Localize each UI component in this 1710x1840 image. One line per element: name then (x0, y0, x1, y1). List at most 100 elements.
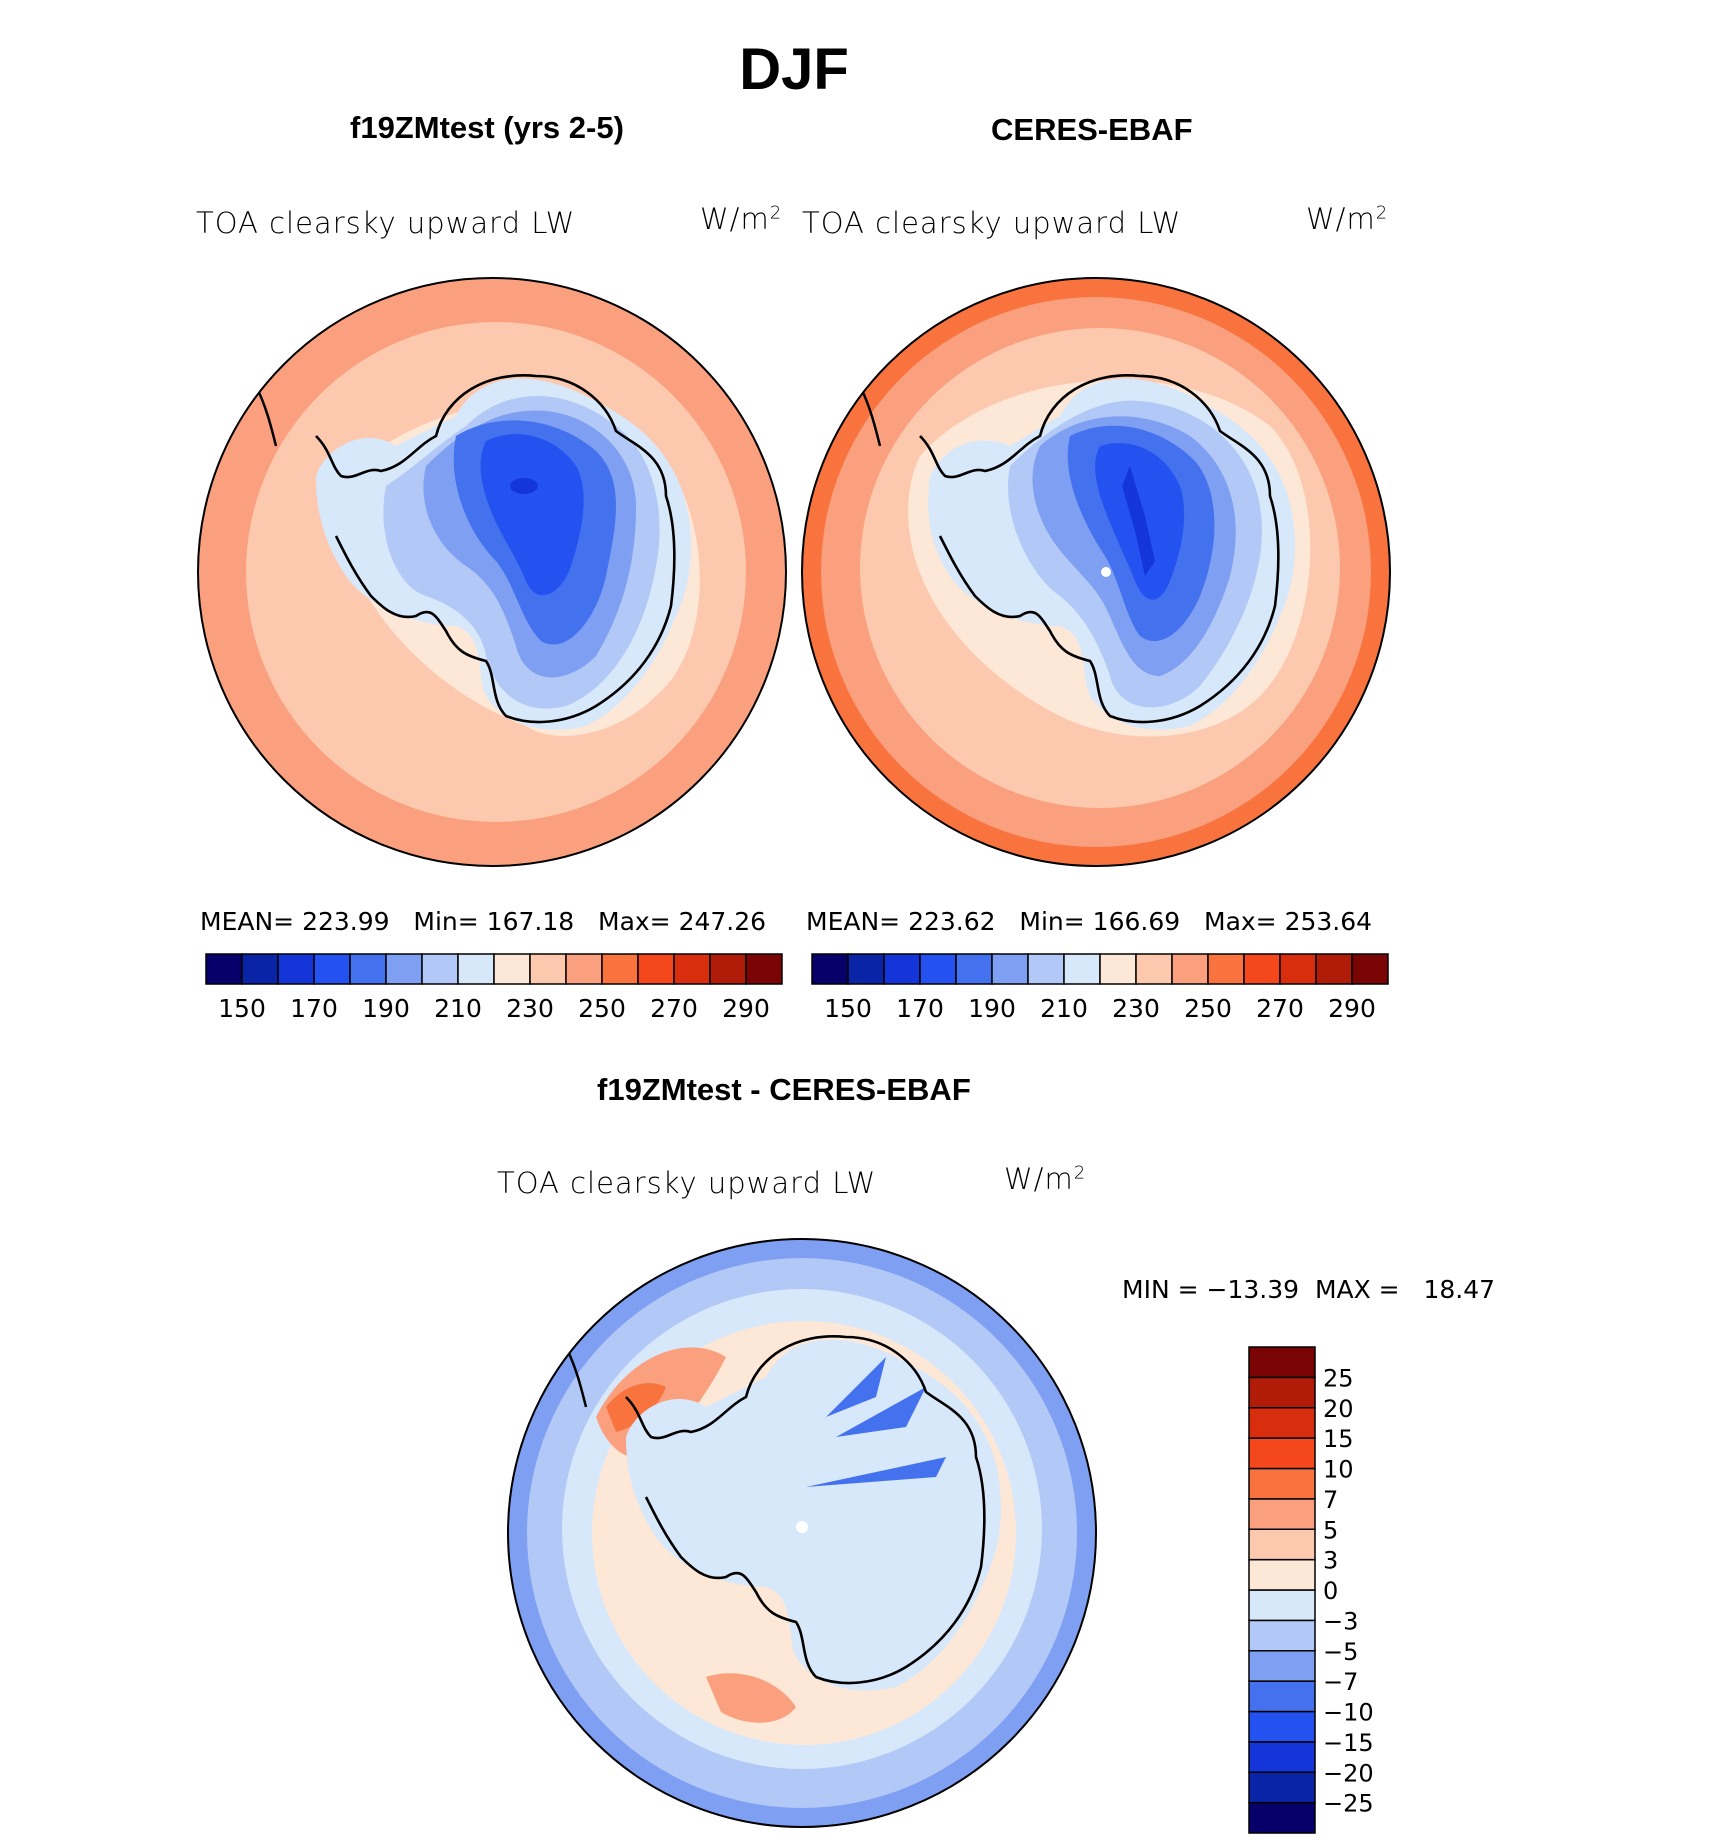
colorbar-label: 3 (1323, 1547, 1338, 1575)
left-variable-label: TOA clearsky upward LW (196, 206, 576, 240)
colorbar-box (457, 953, 495, 985)
colorbar-box (673, 953, 711, 985)
colorbar-box (1248, 1650, 1316, 1682)
diff-units-label: W/m2 (1004, 1162, 1087, 1196)
right-units-label: W/m2 (1306, 202, 1389, 236)
colorbar-label: 170 (290, 994, 338, 1023)
colorbar-label: 290 (722, 994, 770, 1023)
colorbar-box (1279, 953, 1317, 985)
colorbar-label: 210 (1040, 994, 1088, 1023)
colorbar-label: −3 (1323, 1607, 1358, 1635)
colorbar-box (1248, 1346, 1316, 1379)
colorbar-box (811, 953, 849, 985)
colorbar-box (847, 953, 885, 985)
colorbar-box (1248, 1589, 1316, 1622)
colorbar-label: −5 (1323, 1638, 1358, 1666)
colorbar-box (1248, 1498, 1316, 1530)
colorbar-box (1248, 1467, 1316, 1500)
colorbar-box (1135, 953, 1173, 985)
colorbar-label: 150 (218, 994, 266, 1023)
colorbar-box (349, 953, 387, 985)
colorbar-box (241, 953, 279, 985)
colorbar-label: 150 (824, 994, 872, 1023)
colorbar-box (1248, 1741, 1316, 1773)
colorbar-box (1248, 1680, 1316, 1713)
colorbar-label: 270 (650, 994, 698, 1023)
diff-stats: MIN = −13.39 MAX = 18.47 (1122, 1275, 1496, 1304)
colorbar-label: 250 (1184, 994, 1232, 1023)
colorbar-box (1027, 953, 1065, 985)
plateau-fill-4 (480, 434, 584, 596)
colorbar-label: −25 (1323, 1790, 1374, 1818)
colorbar-label: 25 (1323, 1364, 1354, 1392)
plateau-fill-5 (1122, 466, 1155, 576)
colorbar-box (529, 953, 567, 985)
colorbar-label: 250 (578, 994, 626, 1023)
colorbar-box (313, 953, 351, 985)
colorbar-box (1248, 1801, 1316, 1834)
colorbar-box (493, 953, 531, 985)
left-colorbar: 150 170 190 210 230 250 270 290 (205, 953, 783, 1023)
colorbar-label: −15 (1323, 1729, 1374, 1757)
colorbar-label: 190 (362, 994, 410, 1023)
coastline (919, 374, 1280, 724)
colorbar-box (1248, 1771, 1316, 1804)
diff-polar-map (507, 1238, 1097, 1828)
colorbar-box (1248, 1407, 1316, 1439)
colorbar-box (1207, 953, 1245, 985)
right-polar-map (801, 277, 1391, 867)
colorbar-label: 230 (506, 994, 554, 1023)
colorbar-label: 10 (1323, 1456, 1354, 1484)
colorbar-box (385, 953, 423, 985)
coastline (315, 374, 676, 724)
left-stats: MEAN= 223.99 Min= 167.18 Max= 247.26 (200, 907, 767, 936)
colorbar-box (565, 953, 603, 985)
left-panel-title: f19ZMtest (yrs 2-5) (350, 110, 624, 145)
map-boundary (197, 277, 787, 867)
pole-marker (796, 1521, 808, 1533)
anomaly-positive-3 (706, 1673, 796, 1723)
anomaly-negative-streaks (806, 1357, 946, 1487)
colorbar-label: −10 (1323, 1699, 1374, 1727)
colorbar-label: 20 (1323, 1395, 1354, 1423)
colorbar-label: −7 (1323, 1668, 1358, 1696)
colorbar-box (919, 953, 957, 985)
colorbar-box (1351, 953, 1389, 985)
colorbar-box (205, 953, 243, 985)
map-boundary (801, 277, 1391, 867)
colorbar-label: 210 (434, 994, 482, 1023)
colorbar-box (277, 953, 315, 985)
colorbar-label: 290 (1328, 994, 1376, 1023)
colorbar-box (1243, 953, 1281, 985)
colorbar-label: 5 (1323, 1516, 1338, 1544)
right-stats: MEAN= 223.62 Min= 166.69 Max= 253.64 (806, 907, 1373, 936)
colorbar-label: 170 (896, 994, 944, 1023)
right-colorbar: 150 170 190 210 230 250 270 290 (811, 953, 1389, 1023)
colorbar-box (1315, 953, 1353, 985)
colorbar-box (1248, 1376, 1316, 1409)
colorbar-box (1248, 1437, 1316, 1470)
colorbar-box (883, 953, 921, 985)
colorbar-box (991, 953, 1029, 985)
colorbar-box (1248, 1710, 1316, 1743)
colorbar-label: 7 (1323, 1486, 1338, 1514)
colorbar-box (955, 953, 993, 985)
colorbar-label: 190 (968, 994, 1016, 1023)
colorbar-box (1248, 1619, 1316, 1652)
colorbar-box (1248, 1558, 1316, 1591)
colorbar-box (1063, 953, 1101, 985)
main-title: DJF (739, 37, 849, 102)
diff-variable-label: TOA clearsky upward LW (497, 1166, 877, 1200)
right-panel-title: CERES-EBAF (991, 112, 1193, 147)
colorbar-box (709, 953, 747, 985)
colorbar-box (1099, 953, 1137, 985)
coastline (625, 1335, 986, 1685)
continent-fill (626, 1339, 1001, 1691)
colorbar-box (1248, 1528, 1316, 1561)
colorbar-label: 230 (1112, 994, 1160, 1023)
colorbar-box (1171, 953, 1209, 985)
colorbar-label: 0 (1323, 1577, 1338, 1605)
colorbar-label: −20 (1323, 1759, 1374, 1787)
right-variable-label: TOA clearsky upward LW (802, 206, 1182, 240)
